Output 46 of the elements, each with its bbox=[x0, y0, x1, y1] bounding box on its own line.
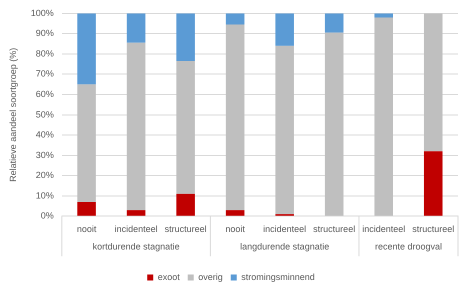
y-tick-label: 0% bbox=[40, 210, 54, 221]
x-tick-label: structureel bbox=[313, 224, 356, 234]
y-tick-label: 10% bbox=[36, 190, 54, 200]
legend-label: exoot bbox=[158, 272, 180, 282]
x-tick-label: nooit bbox=[225, 224, 246, 234]
text: kortdurende stagnatie bbox=[92, 242, 180, 252]
bar bbox=[126, 13, 146, 43]
y-tick-label: 40% bbox=[36, 130, 54, 140]
bar bbox=[176, 61, 195, 194]
bar bbox=[424, 13, 443, 152]
y-tick-label: 70% bbox=[36, 68, 54, 79]
y-tick-label: 50% bbox=[36, 109, 54, 120]
bar bbox=[126, 42, 146, 210]
text: langdurende stagnatie bbox=[240, 242, 330, 252]
bar bbox=[374, 13, 393, 18]
bar bbox=[176, 13, 195, 62]
bar bbox=[77, 13, 96, 84]
bar bbox=[275, 46, 294, 214]
x-tick-label: structureel bbox=[164, 224, 207, 234]
x-tick-label: incidenteel bbox=[263, 224, 306, 234]
y-tick-label: 60% bbox=[36, 89, 54, 100]
bar bbox=[324, 32, 344, 216]
y-tick-label: 90% bbox=[36, 28, 54, 38]
bar bbox=[374, 17, 393, 216]
bar bbox=[324, 13, 344, 33]
bar bbox=[226, 210, 244, 216]
y-axis-title: Relatieve aandeel soortgroep (%) bbox=[8, 48, 18, 182]
bar bbox=[226, 24, 244, 210]
legend-label: stromingsminnend bbox=[241, 272, 315, 282]
bar bbox=[226, 13, 244, 25]
bar bbox=[424, 151, 443, 216]
y-tick-label: 100% bbox=[30, 8, 54, 18]
bar bbox=[176, 194, 195, 216]
y-tick-label: 80% bbox=[36, 48, 54, 58]
bar bbox=[275, 13, 294, 46]
bar bbox=[77, 84, 96, 202]
bar bbox=[77, 202, 96, 216]
y-tick-label: 30% bbox=[36, 150, 54, 160]
x-tick-label: structureel bbox=[412, 224, 454, 234]
x-tick-label: incidenteel bbox=[114, 224, 158, 234]
legend-label: overig bbox=[198, 272, 223, 282]
bar bbox=[126, 210, 146, 216]
text: recente droogval bbox=[374, 242, 442, 252]
x-tick-label: incidenteel bbox=[362, 224, 406, 234]
x-tick-label: nooit bbox=[76, 224, 97, 234]
y-tick-label: 20% bbox=[36, 170, 54, 180]
